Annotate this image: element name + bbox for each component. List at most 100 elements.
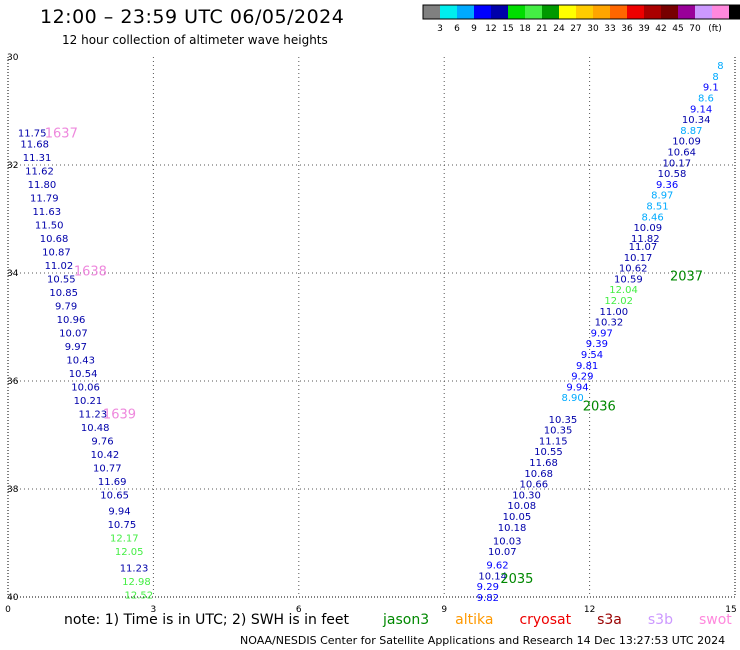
wave-height-value: 10.75 [108,520,137,531]
colorbar-swatch [627,5,644,19]
colorbar-unit: (ft) [708,24,722,34]
wave-height-value: 11.75 [18,129,47,140]
wave-height-value: 10.35 [549,415,578,426]
wave-height-value: 8.90 [562,393,584,404]
wave-height-value: 10.55 [534,447,563,458]
wave-height-value: 10.07 [488,547,517,558]
colorbar-tick-label: 3 [437,24,443,34]
wave-height-value: 9.29 [571,372,593,383]
wave-height-value: 9.54 [581,350,603,361]
wave-height-value: 10.08 [507,501,536,512]
wave-height-value: 12.04 [609,285,638,296]
wave-height-value: 10.17 [663,158,692,169]
x-tick-label: 12 [584,605,595,615]
wave-height-value: 10.64 [667,148,696,159]
colorbar-swatch [491,5,508,19]
wave-height-value: 10.58 [658,169,687,180]
wave-height-value: 12.52 [125,590,154,601]
colorbar-swatch [440,5,457,19]
x-tick-label: 6 [296,605,302,615]
credit-line: NOAA/NESDIS Center for Satellite Applica… [240,634,726,647]
wave-height-value: 12.98 [122,577,151,588]
page-subtitle: 12 hour collection of altimeter wave hei… [62,33,328,47]
y-tick-label: 36 [7,377,19,387]
wave-height-value: 11.62 [25,166,54,177]
x-tick-label: 0 [5,605,11,615]
colorbar-tick-label: 24 [553,24,565,34]
wave-height-points: 11.7511.6811.3111.6211.8011.7911.6311.50… [18,61,724,604]
wave-height-value: 9.81 [576,361,598,372]
footer-note: note: 1) Time is in UTC; 2) SWH is in fe… [64,612,732,628]
colorbar-swatch [559,5,576,19]
wave-height-value: 10.96 [57,315,86,326]
wave-height-value: 10.62 [619,264,648,275]
x-tick-label: 15 [725,605,736,615]
track-label: 2036 [583,399,616,414]
wave-height-value: 10.30 [512,490,541,501]
colorbar-tick-label: 12 [485,24,496,34]
wave-height-value: 9.97 [65,342,87,353]
colorbar-swatch [729,5,740,19]
legend-s3b: s3b [647,612,673,628]
y-tick-label: 32 [7,161,18,171]
wave-height-value: 10.55 [47,274,76,285]
colorbar-swatch [712,5,729,19]
wave-height-value: 10.43 [66,355,95,366]
colorbar-tick-label: 45 [672,24,683,34]
wave-height-value: 10.32 [595,318,624,329]
colorbar-swatch [474,5,491,19]
colorbar-swatch [610,5,627,19]
wave-height-value: 11.07 [629,242,658,253]
track-label: 1638 [74,264,107,279]
wave-height-value: 10.03 [493,536,522,547]
colorbar-tick-label: 6 [454,24,460,34]
y-tick-label: 40 [7,593,19,603]
wave-height-value: 9.14 [690,104,712,115]
wave-height-value: 10.09 [633,223,662,234]
y-tick-label: 34 [7,269,19,279]
wave-height-value: 9.1 [703,83,719,94]
wave-height-value: 12.17 [110,534,139,545]
wave-height-value: 10.66 [520,480,549,491]
wave-height-value: 8.6 [698,94,714,105]
colorbar-swatch [457,5,474,19]
wave-height-value: 10.21 [74,396,103,407]
wave-height-value: 11.50 [35,220,64,231]
track-label: 2035 [500,572,533,587]
wave-height-value: 10.09 [672,137,701,148]
track-label: 1637 [45,127,78,142]
wave-height-value: 12.02 [604,296,633,307]
wave-height-value: 10.35 [544,426,573,437]
wave-height-value: 11.15 [539,436,568,447]
wave-height-value: 10.17 [624,253,653,264]
wave-height-value: 10.87 [42,247,71,258]
colorbar-tick-label: 30 [587,24,599,34]
wave-height-value: 9.62 [486,561,508,572]
wave-height-value: 9.97 [591,328,613,339]
colorbar-swatch [678,5,695,19]
colorbar-tick-label: 18 [519,24,531,34]
legend-jason3: jason3 [383,612,430,628]
wave-height-value: 11.02 [45,261,74,272]
wave-height-value: 12.05 [115,547,144,558]
wave-height-value: 9.29 [477,582,499,593]
wave-height-value: 11.00 [600,307,629,318]
wave-height-value: 9.79 [55,301,77,312]
page-title: 12:00 – 23:59 UTC 06/05/2024 [40,6,345,28]
track-labels: 1637 1638 1639 2035 2036 2037 [45,127,703,587]
wave-height-value: 8.51 [646,202,668,213]
wave-height-value: 10.68 [40,234,69,245]
wave-height-value: 11.23 [120,563,149,574]
wave-height-value: 8.87 [680,126,702,137]
wave-height-value: 10.07 [59,328,88,339]
wave-height-value: 8.97 [651,191,673,202]
wave-height-value: 10.42 [91,450,120,461]
colorbar-swatch [661,5,678,19]
legend-cryosat: cryosat [519,612,572,628]
colorbar-tick-label: 21 [536,24,547,34]
wave-height-value: 11.31 [23,153,52,164]
wave-height-value: 10.54 [69,369,98,380]
wave-height-value: 10.48 [81,423,110,434]
colorbar-tick-label: 36 [621,24,633,34]
